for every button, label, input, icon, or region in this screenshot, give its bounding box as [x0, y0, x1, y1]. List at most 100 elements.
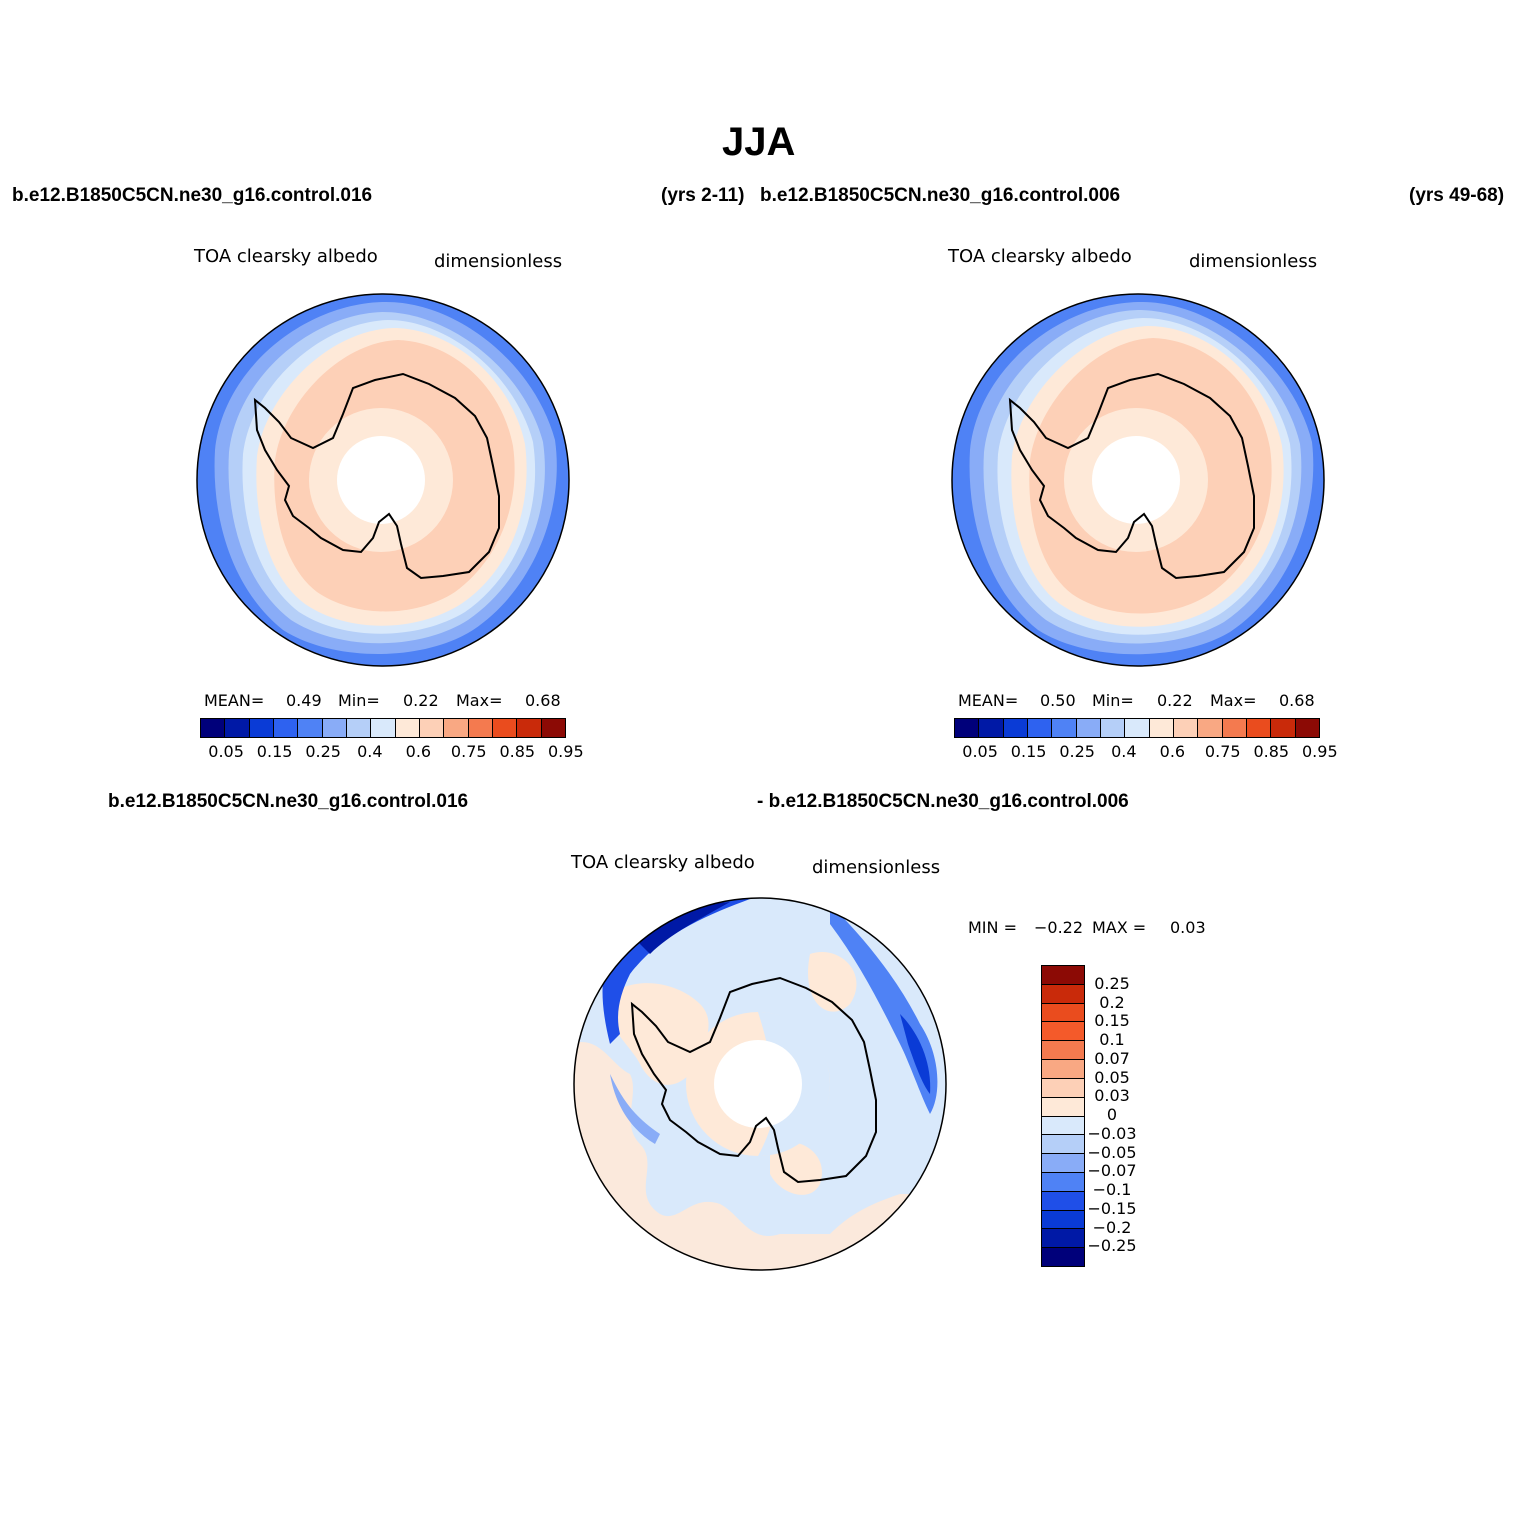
panel1-colorbar — [200, 718, 566, 738]
colorbar-swatch — [1042, 1135, 1084, 1155]
colorbar-tick-label: −0.2 — [1092, 1217, 1132, 1237]
colorbar-tick-label: 0.4 — [1111, 742, 1137, 761]
colorbar-swatch — [249, 719, 274, 737]
colorbar-swatch — [1042, 1078, 1084, 1098]
panel3-units: dimensionless — [812, 857, 941, 878]
colorbar-swatch — [1042, 1041, 1084, 1061]
colorbar-swatch — [1042, 984, 1084, 1004]
colorbar-tick-label: 0.25 — [1094, 973, 1130, 993]
colorbar-tick-label: −0.03 — [1087, 1123, 1137, 1143]
colorbar-swatch — [1222, 719, 1247, 737]
panel2-polar-map — [951, 293, 1325, 667]
colorbar-tick-label: 0.95 — [548, 742, 584, 761]
colorbar-swatch — [1042, 1097, 1084, 1117]
colorbar-swatch — [1295, 719, 1319, 737]
panel1-min-label: Min= — [338, 691, 380, 710]
panel1-units: dimensionless — [434, 251, 563, 272]
colorbar-swatch — [346, 719, 372, 737]
colorbar-swatch — [1003, 719, 1028, 737]
colorbar-tick-label: 0.85 — [499, 742, 536, 761]
colorbar-swatch — [541, 719, 565, 737]
colorbar-tick-label: −0.15 — [1087, 1198, 1137, 1218]
panel2-units: dimensionless — [1189, 251, 1318, 272]
colorbar-swatch — [1042, 1003, 1084, 1023]
colorbar-tick-label: 0.75 — [1204, 742, 1241, 761]
colorbar-tick-label: 0.6 — [1159, 742, 1186, 761]
panel3-difference-map — [573, 897, 947, 1271]
colorbar-tick-label: 0.4 — [357, 742, 383, 761]
colorbar-swatch — [1027, 719, 1053, 737]
colorbar-tick-label: 0.15 — [1094, 1011, 1130, 1031]
colorbar-swatch — [955, 719, 980, 737]
colorbar-swatch — [1042, 1022, 1084, 1042]
colorbar-swatch — [517, 719, 542, 737]
colorbar-swatch — [1271, 719, 1296, 737]
case2-name: b.e12.B1850C5CN.ne30_g16.control.006 — [760, 185, 1121, 206]
colorbar-tick-label: 0.6 — [405, 742, 432, 761]
colorbar-tick-label: 0.2 — [1099, 992, 1125, 1012]
panel3-max: 0.03 — [1170, 918, 1206, 937]
panel2-colorbar — [954, 718, 1320, 738]
panel3-max-label: MAX = — [1092, 918, 1147, 937]
colorbar-swatch — [468, 719, 493, 737]
panel1-mean-label: MEAN= — [204, 691, 265, 710]
panel3-colorbar — [1041, 965, 1085, 1267]
colorbar-swatch — [273, 719, 299, 737]
panel2-mean: 0.50 — [1040, 691, 1076, 710]
colorbar-swatch — [1246, 719, 1272, 737]
colorbar-tick-label: 0.03 — [1094, 1086, 1130, 1106]
colorbar-swatch — [298, 719, 323, 737]
colorbar-swatch — [1125, 719, 1150, 737]
colorbar-swatch — [1052, 719, 1077, 737]
panel1-variable: TOA clearsky albedo — [194, 246, 378, 267]
panel2-variable: TOA clearsky albedo — [948, 246, 1132, 267]
case2-years: (yrs 49-68) — [1409, 185, 1505, 206]
colorbar-swatch — [1042, 1060, 1084, 1079]
colorbar-swatch — [1198, 719, 1223, 737]
panel2-min-label: Min= — [1092, 691, 1134, 710]
colorbar-swatch — [1042, 1229, 1084, 1249]
colorbar-tick-label: −0.07 — [1087, 1161, 1137, 1181]
colorbar-tick-label: 0.05 — [208, 742, 244, 761]
figure-title: JJA — [722, 120, 796, 164]
colorbar-tick-label: 0.05 — [962, 742, 998, 761]
panel3-variable: TOA clearsky albedo — [571, 852, 755, 873]
colorbar-tick-label: 0.25 — [305, 742, 341, 761]
colorbar-tick-label: 0 — [1106, 1105, 1118, 1124]
colorbar-swatch — [322, 719, 347, 737]
colorbar-swatch — [1042, 1154, 1084, 1173]
panel2-max-label: Max= — [1210, 691, 1257, 710]
colorbar-swatch — [1042, 1210, 1084, 1230]
colorbar-swatch — [395, 719, 420, 737]
colorbar-tick-label: 0.05 — [1094, 1067, 1130, 1087]
colorbar-swatch — [1042, 1248, 1084, 1266]
case1-years: (yrs 2-11) — [661, 185, 745, 206]
colorbar-tick-label: 0.75 — [450, 742, 487, 761]
colorbar-swatch — [1076, 719, 1101, 737]
colorbar-swatch — [1042, 1116, 1084, 1136]
colorbar-swatch — [492, 719, 518, 737]
diff-case-left: b.e12.B1850C5CN.ne30_g16.control.016 — [108, 791, 469, 812]
panel2-max: 0.68 — [1279, 691, 1315, 710]
colorbar-swatch — [201, 719, 226, 737]
colorbar-swatch — [444, 719, 469, 737]
colorbar-swatch — [1149, 719, 1174, 737]
colorbar-swatch — [1173, 719, 1199, 737]
diff-case-right: - b.e12.B1850C5CN.ne30_g16.control.006 — [757, 791, 1129, 812]
colorbar-tick-label: −0.05 — [1087, 1142, 1137, 1162]
colorbar-tick-label: 0.85 — [1253, 742, 1290, 761]
colorbar-tick-label: −0.1 — [1092, 1180, 1132, 1199]
colorbar-swatch — [1100, 719, 1126, 737]
colorbar-tick-label: 0.07 — [1094, 1048, 1130, 1068]
colorbar-swatch — [979, 719, 1004, 737]
colorbar-swatch — [1042, 1191, 1084, 1211]
panel2-mean-label: MEAN= — [958, 691, 1019, 710]
panel1-max-label: Max= — [456, 691, 503, 710]
colorbar-swatch — [371, 719, 396, 737]
panel1-max: 0.68 — [525, 691, 561, 710]
colorbar-swatch — [1042, 1172, 1084, 1192]
colorbar-tick-label: 0.25 — [1059, 742, 1095, 761]
panel3-min-label: MIN = — [968, 918, 1017, 937]
colorbar-tick-label: −0.25 — [1087, 1236, 1137, 1256]
colorbar-tick-label: 0.95 — [1302, 742, 1338, 761]
